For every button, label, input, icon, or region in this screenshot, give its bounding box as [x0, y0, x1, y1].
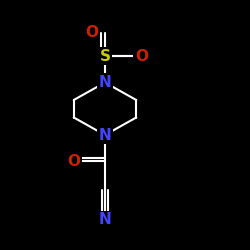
Text: O: O — [85, 25, 98, 40]
Text: O: O — [135, 49, 148, 64]
Text: N: N — [98, 212, 112, 228]
Text: N: N — [98, 128, 112, 142]
Text: O: O — [67, 154, 80, 169]
Text: N: N — [98, 75, 112, 90]
Text: S: S — [100, 49, 110, 64]
